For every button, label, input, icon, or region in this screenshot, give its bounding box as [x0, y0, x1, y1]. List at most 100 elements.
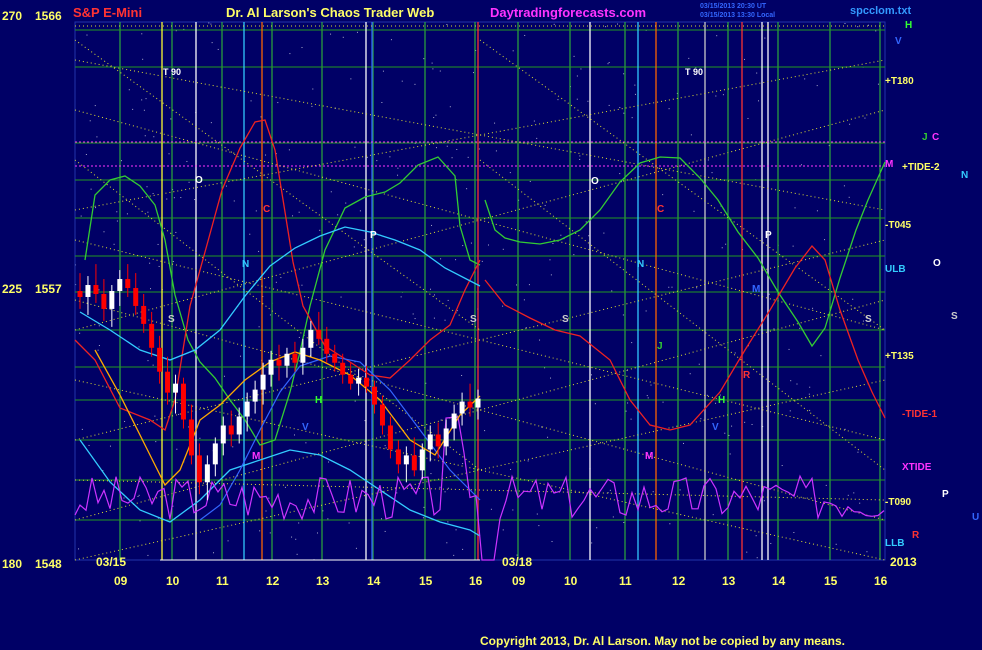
- forecast-curves: [74, 119, 886, 561]
- star: [292, 215, 294, 217]
- planet-marker: T 90: [685, 67, 703, 77]
- star: [173, 197, 175, 199]
- candle-body: [340, 362, 346, 375]
- star: [580, 68, 582, 70]
- star: [478, 148, 480, 150]
- star: [362, 376, 364, 378]
- star: [623, 73, 625, 75]
- star: [671, 286, 673, 288]
- candle-body: [165, 371, 171, 393]
- star: [470, 242, 472, 244]
- star: [94, 105, 96, 107]
- star: [662, 401, 664, 403]
- star: [553, 23, 555, 25]
- star: [223, 375, 225, 377]
- star: [97, 349, 99, 351]
- star: [625, 410, 627, 412]
- hour-tick-label: 12: [672, 574, 686, 588]
- star: [688, 57, 690, 59]
- star: [763, 500, 765, 502]
- star: [696, 287, 698, 289]
- star: [145, 98, 147, 100]
- star: [435, 114, 437, 116]
- star: [389, 156, 391, 158]
- star: [622, 314, 624, 316]
- star: [494, 122, 496, 124]
- right-axis-label: C: [932, 132, 939, 143]
- candle-body: [332, 353, 338, 363]
- star: [296, 553, 298, 555]
- star: [210, 122, 212, 124]
- star: [683, 442, 685, 444]
- star: [773, 328, 775, 330]
- star: [102, 470, 104, 472]
- star: [312, 88, 314, 90]
- star: [149, 262, 151, 264]
- star: [502, 305, 504, 307]
- star: [210, 23, 212, 25]
- star: [397, 167, 399, 169]
- star: [175, 30, 177, 32]
- star: [862, 320, 864, 322]
- star: [144, 135, 146, 137]
- candle-body: [451, 413, 457, 429]
- right-axis-label: V: [895, 36, 902, 47]
- star: [233, 200, 235, 202]
- star: [525, 327, 527, 329]
- star: [138, 494, 140, 496]
- star: [844, 428, 846, 430]
- star: [157, 243, 159, 245]
- star: [431, 224, 433, 226]
- star: [95, 207, 97, 209]
- planet-marker: M: [645, 451, 653, 462]
- star: [147, 360, 149, 362]
- right-axis-label: R: [912, 530, 920, 541]
- flux-lines: [74, 25, 886, 561]
- right-axis-label: -T090: [885, 497, 912, 508]
- star: [550, 274, 552, 276]
- star: [456, 148, 458, 150]
- star: [662, 194, 664, 196]
- hour-tick-label: 14: [772, 574, 786, 588]
- star: [78, 548, 80, 550]
- right-axis-label: S: [951, 311, 958, 322]
- star: [401, 80, 403, 82]
- site-link[interactable]: Daytradingforecasts.com: [490, 5, 646, 20]
- star: [309, 355, 311, 357]
- star: [414, 83, 416, 85]
- star: [425, 382, 427, 384]
- planet-marker: M: [752, 284, 760, 295]
- star: [693, 210, 695, 212]
- star: [608, 104, 610, 106]
- star: [147, 554, 149, 556]
- y-axis-top-price: 1566: [35, 9, 62, 23]
- y-axis-bottom-degree: 180: [2, 557, 22, 571]
- star: [844, 22, 846, 24]
- star: [481, 260, 483, 262]
- hour-tick-label: 09: [512, 574, 526, 588]
- candle-body: [244, 401, 250, 417]
- star: [808, 393, 810, 395]
- hour-tick-label: 16: [874, 574, 888, 588]
- star: [186, 160, 188, 162]
- star: [265, 154, 267, 156]
- star: [85, 153, 87, 155]
- star: [364, 420, 366, 422]
- candle-body: [196, 455, 202, 483]
- star: [650, 384, 652, 386]
- star: [455, 529, 457, 531]
- y-axis-bottom-price: 1548: [35, 557, 62, 571]
- star: [706, 394, 708, 396]
- hour-tick-label: 10: [166, 574, 180, 588]
- star: [502, 529, 504, 531]
- star: [853, 492, 855, 494]
- star: [529, 180, 531, 182]
- star: [141, 33, 143, 35]
- star: [679, 489, 681, 491]
- star: [80, 215, 82, 217]
- candle-body: [403, 455, 409, 465]
- date-label-day1: 03/15: [96, 555, 126, 569]
- star: [627, 402, 629, 404]
- candle-body: [85, 285, 91, 297]
